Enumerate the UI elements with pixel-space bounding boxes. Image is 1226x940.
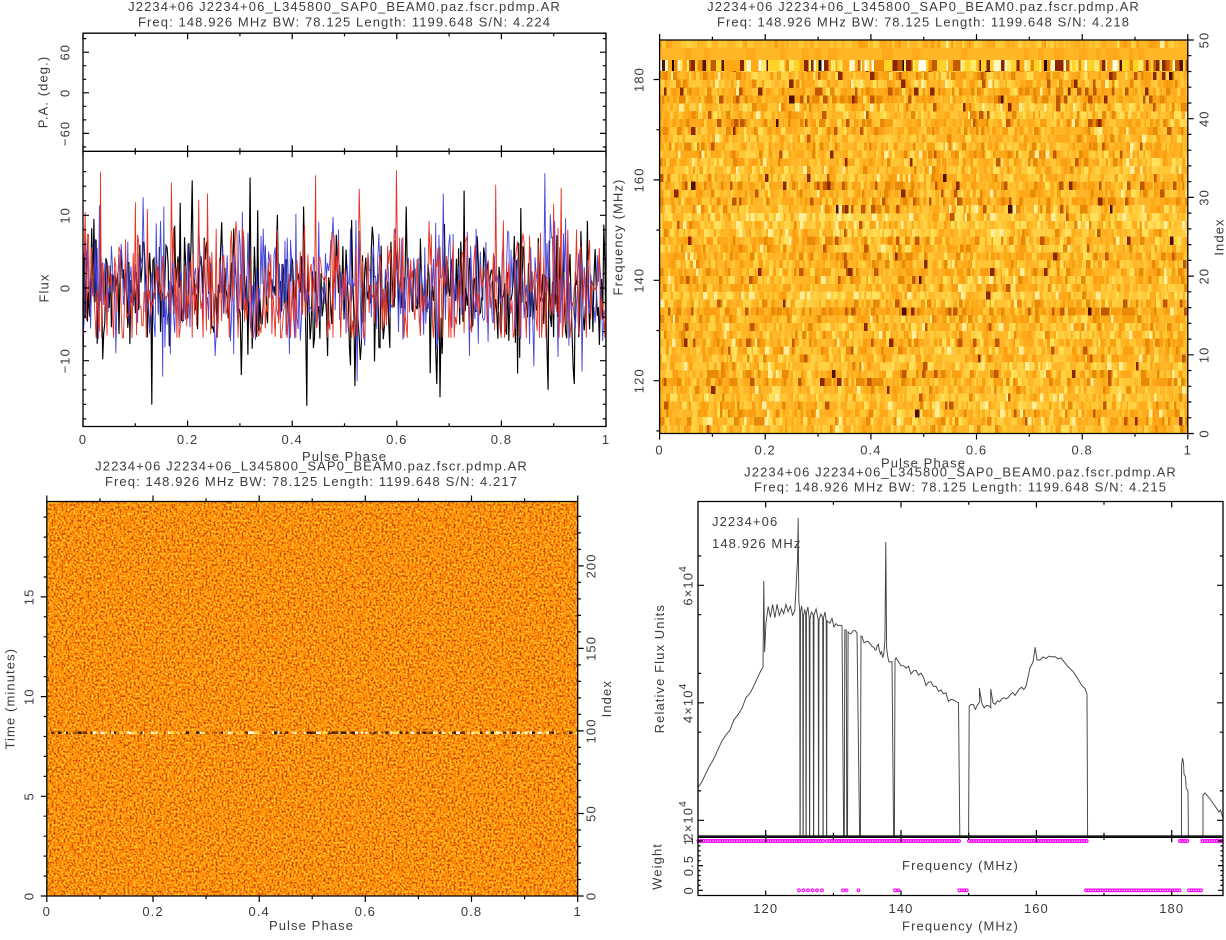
svg-text:0: 0 <box>57 89 72 97</box>
svg-text:2×104: 2×104 <box>677 800 696 841</box>
svg-text:−10: −10 <box>57 348 72 373</box>
svg-text:Freq: 148.926 MHz BW: 78.125 L: Freq: 148.926 MHz BW: 78.125 Length: 119… <box>717 15 1130 30</box>
svg-text:Pulse Phase: Pulse Phase <box>881 456 966 471</box>
svg-text:0.5: 0.5 <box>681 855 696 876</box>
svg-text:0.6: 0.6 <box>355 904 376 919</box>
svg-text:0: 0 <box>57 284 72 292</box>
svg-text:Frequency (MHz): Frequency (MHz) <box>610 179 625 296</box>
svg-text:0.4: 0.4 <box>282 432 303 447</box>
svg-text:Freq: 148.926 MHz BW: 78.125 L: Freq: 148.926 MHz BW: 78.125 Length: 119… <box>754 480 1167 495</box>
svg-text:−60: −60 <box>57 121 72 146</box>
svg-text:1: 1 <box>1184 443 1192 458</box>
svg-text:0.2: 0.2 <box>755 443 776 458</box>
svg-text:10: 10 <box>1196 346 1211 363</box>
svg-text:J2234+06 J2234+06_L345800_SAP0: J2234+06 J2234+06_L345800_SAP0_BEAM0.paz… <box>128 0 561 14</box>
svg-text:1: 1 <box>681 837 696 845</box>
svg-text:100: 100 <box>583 718 598 743</box>
svg-text:10: 10 <box>21 688 36 705</box>
svg-text:Index: Index <box>599 680 614 717</box>
svg-text:Flux: Flux <box>36 274 51 303</box>
svg-text:1: 1 <box>602 432 610 447</box>
svg-text:Pulse Phase: Pulse Phase <box>302 449 387 464</box>
svg-text:15: 15 <box>21 589 36 606</box>
svg-text:40: 40 <box>1196 110 1211 127</box>
svg-text:180: 180 <box>1159 901 1184 916</box>
svg-text:Weight: Weight <box>649 843 664 890</box>
svg-text:0.8: 0.8 <box>461 904 482 919</box>
svg-text:140: 140 <box>889 901 914 916</box>
svg-text:180: 180 <box>631 67 646 92</box>
svg-text:Frequency (MHz): Frequency (MHz) <box>902 919 1019 934</box>
svg-text:Pulse Phase: Pulse Phase <box>269 918 354 933</box>
svg-text:0: 0 <box>583 892 598 900</box>
svg-text:120: 120 <box>753 901 778 916</box>
svg-text:0: 0 <box>21 892 36 900</box>
svg-text:Relative Flux Units: Relative Flux Units <box>652 604 667 733</box>
svg-text:0.8: 0.8 <box>1072 443 1093 458</box>
svg-text:J2234+06 J2234+06_L345800_SAP0: J2234+06 J2234+06_L345800_SAP0_BEAM0.paz… <box>95 459 528 474</box>
svg-text:160: 160 <box>1024 901 1049 916</box>
svg-text:0: 0 <box>681 886 696 894</box>
svg-text:0: 0 <box>79 432 87 447</box>
svg-text:Frequency (MHz): Frequency (MHz) <box>902 858 1019 873</box>
svg-text:0.4: 0.4 <box>860 443 881 458</box>
svg-text:10: 10 <box>57 207 72 224</box>
svg-text:J2234+06 J2234+06_L345800_SAP0: J2234+06 J2234+06_L345800_SAP0_BEAM0.paz… <box>707 0 1140 14</box>
svg-text:0.6: 0.6 <box>386 432 407 447</box>
svg-text:50: 50 <box>583 805 598 822</box>
svg-text:200: 200 <box>583 553 598 578</box>
svg-text:150: 150 <box>583 636 598 661</box>
svg-text:0: 0 <box>43 904 51 919</box>
svg-text:4×104: 4×104 <box>677 682 696 723</box>
svg-text:0.6: 0.6 <box>966 443 987 458</box>
svg-text:50: 50 <box>1196 32 1211 49</box>
svg-text:Freq: 148.926 MHz BW: 78.125 L: Freq: 148.926 MHz BW: 78.125 Length: 119… <box>105 474 518 489</box>
svg-text:Time (minutes): Time (minutes) <box>2 648 17 750</box>
svg-text:1: 1 <box>574 904 582 919</box>
svg-text:120: 120 <box>631 368 646 393</box>
svg-text:0.8: 0.8 <box>491 432 512 447</box>
svg-text:Index: Index <box>1211 218 1226 255</box>
svg-text:0: 0 <box>655 443 663 458</box>
svg-text:J2234+06 J2234+06_L345800_SAP0: J2234+06 J2234+06_L345800_SAP0_BEAM0.paz… <box>744 465 1177 480</box>
svg-text:Freq: 148.926 MHz BW: 78.125 L: Freq: 148.926 MHz BW: 78.125 Length: 119… <box>138 15 551 30</box>
svg-text:20: 20 <box>1196 268 1211 285</box>
svg-text:0.2: 0.2 <box>142 904 163 919</box>
svg-text:0.2: 0.2 <box>177 432 198 447</box>
svg-text:0: 0 <box>1196 429 1211 437</box>
svg-text:160: 160 <box>631 167 646 192</box>
svg-text:P.A. (deg.): P.A. (deg.) <box>35 56 50 129</box>
svg-text:0.4: 0.4 <box>249 904 270 919</box>
svg-text:5: 5 <box>21 792 36 800</box>
svg-text:30: 30 <box>1196 189 1211 206</box>
svg-text:148.926 MHz: 148.926 MHz <box>712 536 801 551</box>
svg-text:6×104: 6×104 <box>677 565 696 606</box>
svg-text:140: 140 <box>631 268 646 293</box>
svg-text:J2234+06: J2234+06 <box>712 514 778 529</box>
svg-text:60: 60 <box>57 44 72 61</box>
